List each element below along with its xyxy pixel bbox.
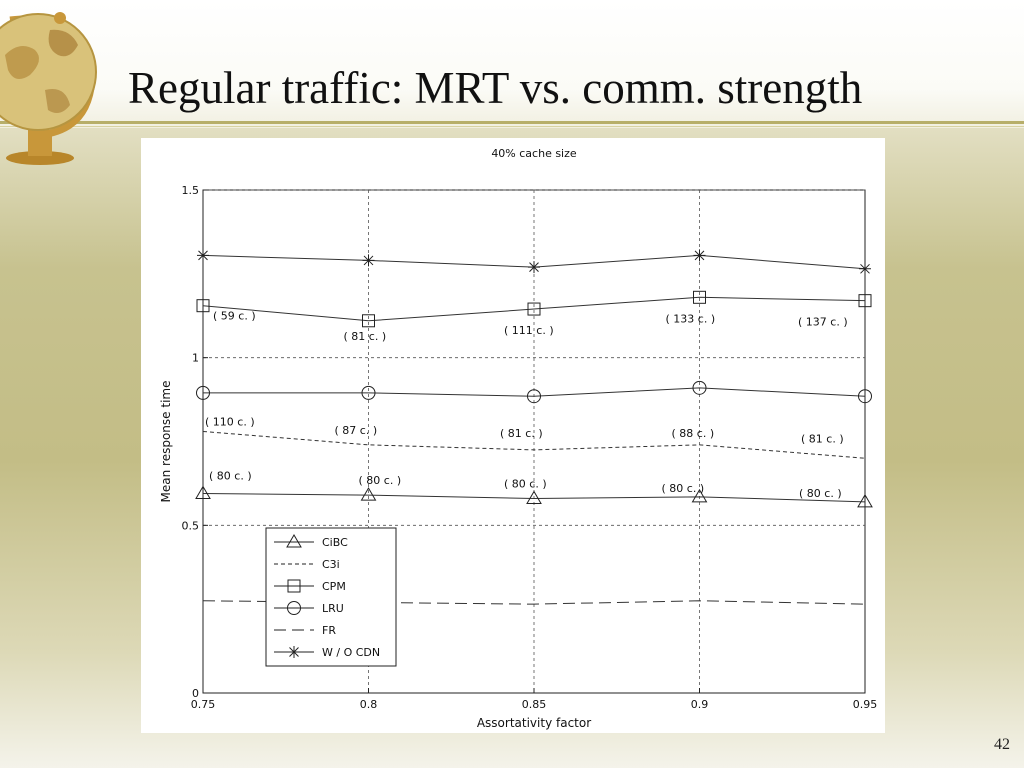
legend-label-c3i: C3i [322,558,340,571]
series-point-cpm [693,290,706,304]
legend-marker-w-o-cdn [288,646,300,658]
series-point-lru [858,389,872,404]
series-point-cpm [196,299,210,313]
data-label-cibc: ( 80 c. ) [209,469,252,482]
globe-icon [0,12,97,165]
series-point-w-o-cdn [362,254,375,267]
data-label-c3i: ( 88 c. ) [672,427,715,440]
data-label-cpm: ( 111 c. ) [504,324,554,337]
data-label-cibc: ( 80 c. ) [799,487,842,500]
data-label-cibc: ( 80 c. ) [504,478,547,491]
series-point-lru [527,389,541,404]
legend-marker-cpm [287,579,301,593]
data-label-cpm: ( 133 c. ) [666,312,716,325]
y-tick-label: 0 [192,687,199,700]
data-label-cpm: ( 59 c. ) [213,310,256,323]
x-tick-label: 0.8 [360,698,378,711]
series-line-cpm [202,296,866,322]
y-tick-label: 0.5 [182,519,200,532]
series-line-cibc [202,492,866,503]
series-line-c3i [202,430,866,459]
data-label-cibc: ( 80 c. ) [359,474,402,487]
series-point-lru [692,380,707,395]
data-label-c3i: ( 110 c. ) [205,415,255,428]
legend-label-cibc: CiBC [322,536,348,549]
data-label-cpm: ( 81 c. ) [344,330,387,343]
page-number: 42 [994,736,1010,753]
slide-title: Regular traffic: MRT vs. comm. strength [128,63,863,113]
series-point-w-o-cdn [859,262,871,275]
series-point-cibc [360,487,377,501]
legend-label-fr: FR [322,624,336,637]
y-axis-label: Mean response time [159,381,173,503]
header-rule-thin [0,126,1024,127]
series-point-lru [196,385,210,400]
x-axis-label: Assortativity factor [477,716,591,730]
y-tick-label: 1.5 [182,184,200,197]
series-point-cibc [526,490,542,505]
series-line-lru [203,387,866,397]
series-point-lru [361,385,376,400]
x-tick-label: 0.75 [191,698,216,711]
legend-label-w-o-cdn: W / O CDN [322,646,380,659]
chart-title: 40% cache size [491,147,577,160]
legend-label-cpm: CPM [322,580,346,593]
data-label-c3i: ( 81 c. ) [801,432,844,445]
slide-header-band [0,0,1024,128]
data-label-cibc: ( 80 c. ) [662,482,705,495]
series-point-w-o-cdn [528,261,540,274]
x-tick-label: 0.95 [853,698,878,711]
mrt-line-chart: 0.75 0.8 0.85 0.9 0.95 0 0.5 1 1.5 40% cache size… [159,147,878,730]
series-point-w-o-cdn [693,249,706,262]
series-point-cibc [195,485,211,499]
data-label-c3i: ( 81 c. ) [500,427,543,440]
y-tick-label: 1 [192,352,199,365]
series-point-cpm [527,302,541,316]
data-label-c3i: ( 87 c. ) [335,424,378,437]
legend-marker-lru [287,601,301,615]
legend-marker-cibc [286,534,302,548]
header-rule [0,121,1024,124]
series-point-w-o-cdn [197,249,209,262]
chart-panel: 0.75 0.8 0.85 0.9 0.95 0 0.5 1 1.5 40% cache size… [141,138,885,733]
x-tick-label: 0.85 [522,698,547,711]
data-label-cpm: ( 137 c. ) [798,316,848,329]
x-tick-label: 0.9 [691,698,709,711]
series-point-cibc [857,493,873,508]
series-point-cibc [691,488,708,503]
legend-box [265,527,397,667]
series-point-cpm [362,314,375,328]
series-point-cpm [858,294,872,308]
legend-label-lru: LRU [322,602,344,615]
